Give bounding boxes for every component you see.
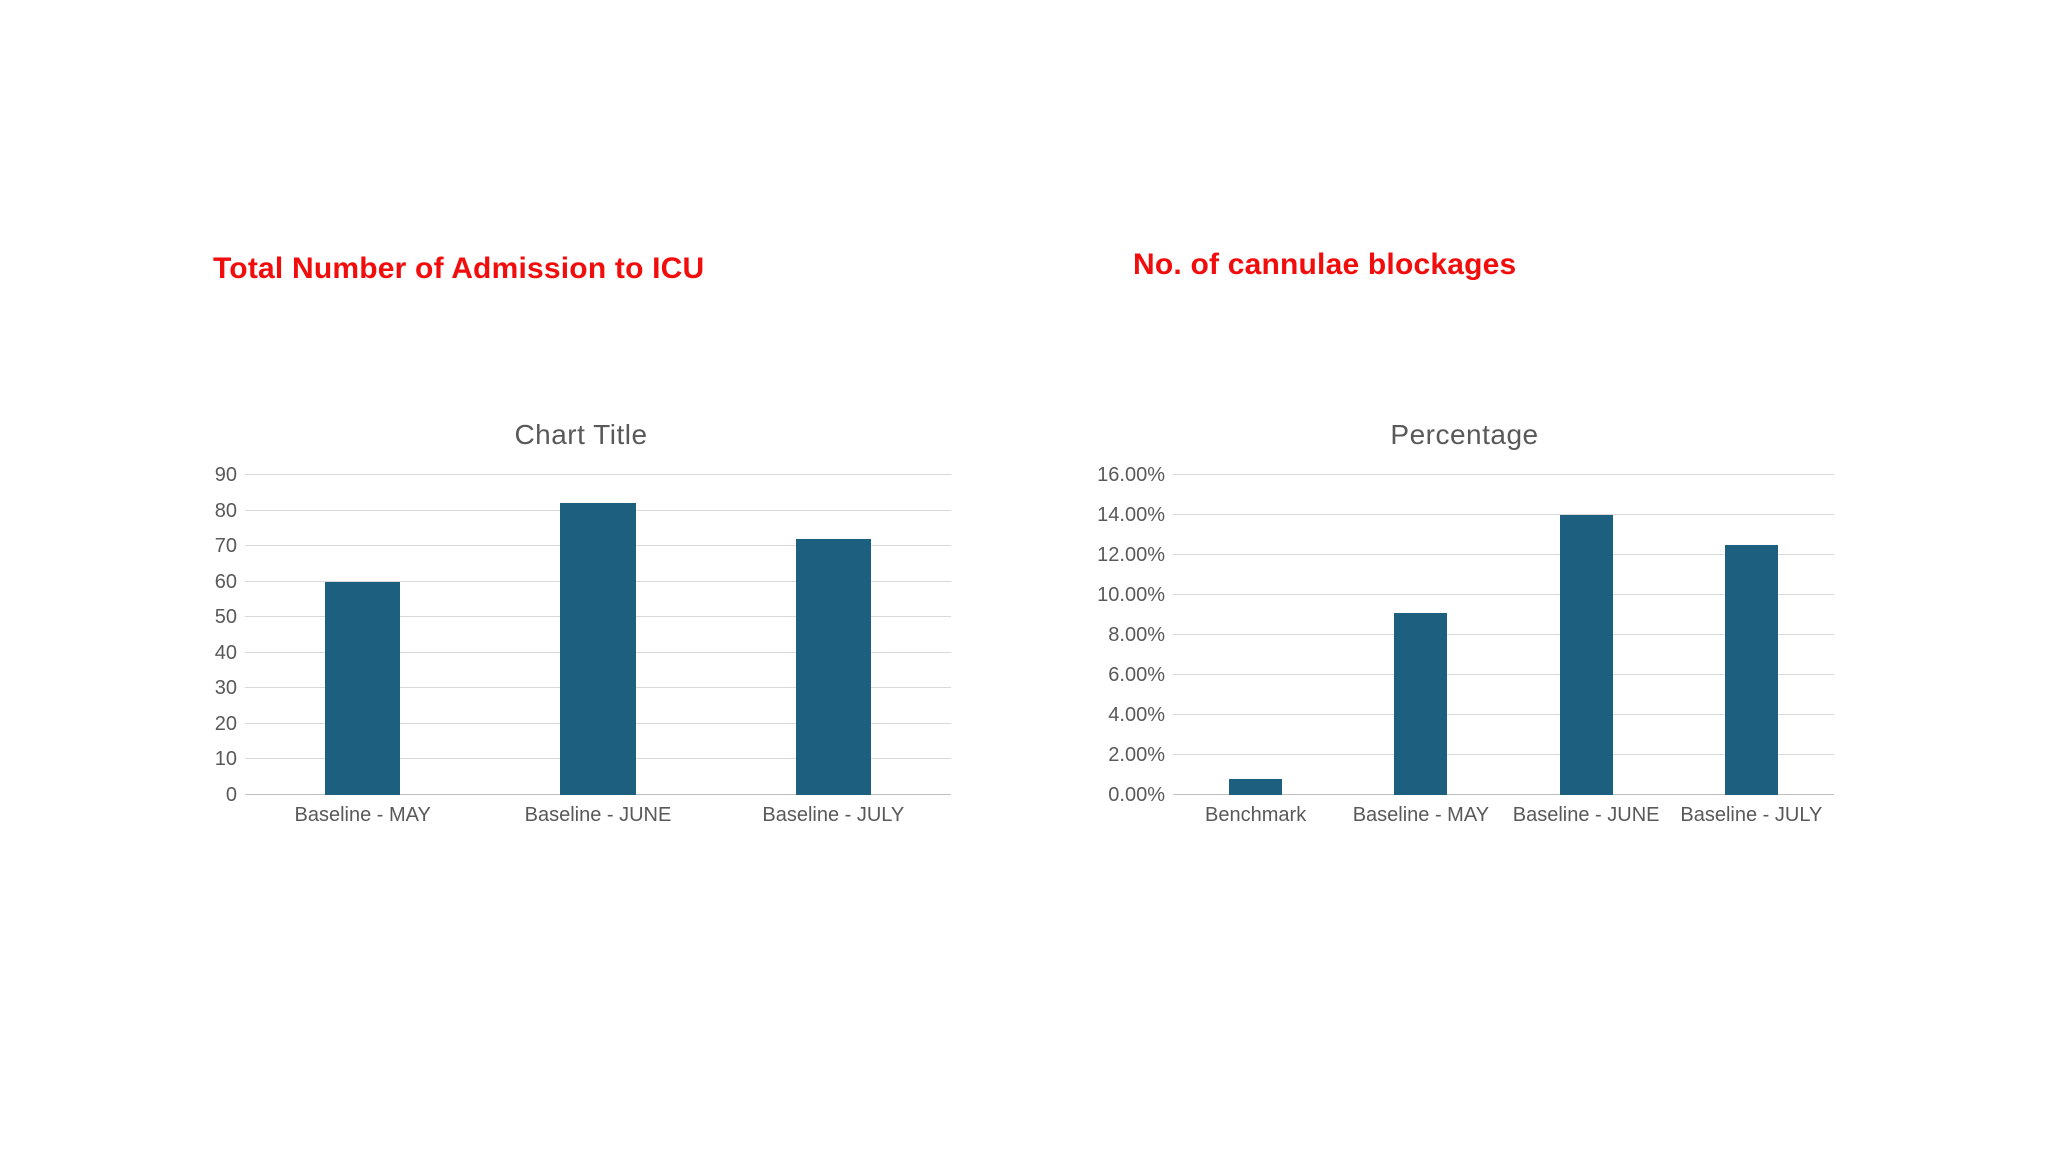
x-axis: Benchmark Baseline - MAY Baseline - JUNE Ba… <box>1173 804 1834 827</box>
x-axis: Baseline - MAY Baseline - JUNE Baseline - … <box>245 804 951 827</box>
chart-title: Percentage <box>1390 419 1539 450</box>
x-category-label: Baseline - JULY <box>1680 804 1823 826</box>
plot-area <box>1173 474 1834 795</box>
x-category-label: Baseline - MAY <box>294 804 431 826</box>
chart-body: 0 10 20 30 40 50 60 70 80 90 <box>211 465 951 805</box>
gridline <box>1173 474 1834 475</box>
y-tick-label: 90 <box>214 464 237 486</box>
y-axis: 0 10 20 30 40 50 60 70 80 90 <box>211 465 245 805</box>
bar-baseline-july <box>795 539 871 795</box>
x-axis-baseline <box>1173 794 1834 795</box>
y-tick-label: 10 <box>214 748 237 771</box>
bar-benchmark <box>1229 779 1283 795</box>
x-category-label: Baseline - JULY <box>762 804 905 826</box>
gridline <box>1173 674 1834 675</box>
y-tick-label: 0 <box>225 784 237 806</box>
icu-admissions-bar-chart: Chart Title 0 10 20 30 40 50 60 70 80 90 Baseline… <box>211 395 951 827</box>
y-tick-label: 70 <box>214 535 237 558</box>
y-tick-label: 2.00% <box>1108 744 1165 766</box>
y-tick-label: 80 <box>214 499 237 522</box>
y-tick-label: 4.00% <box>1108 704 1165 726</box>
gridline <box>1173 634 1834 635</box>
y-tick-label: 6.00% <box>1108 664 1165 686</box>
y-tick-label: 10.00% <box>1097 584 1165 606</box>
y-tick-label: 14.00% <box>1097 504 1165 526</box>
x-category-label: Baseline - MAY <box>1352 804 1490 826</box>
x-category-label: Baseline - JUNE <box>1512 804 1660 826</box>
bar-baseline-june <box>560 503 636 795</box>
y-tick-label: 20 <box>214 712 237 735</box>
chart-title: Chart Title <box>514 419 648 450</box>
right-chart-heading: No. of cannulae blockages <box>1133 248 1517 281</box>
y-tick-label: 50 <box>214 606 237 629</box>
x-category-label: Benchmark <box>1205 804 1307 826</box>
y-tick-label: 8.00% <box>1108 624 1165 646</box>
x-category-label: Baseline - JUNE <box>524 804 672 826</box>
gridline <box>1173 594 1834 595</box>
plot-area <box>245 474 951 795</box>
y-axis: 0.00% 2.00% 4.00% 6.00% 8.00% 10.00% 12.00% 14.… <box>1095 465 1173 805</box>
cannulae-blockages-bar-chart: Percentage 0.00% 2.00% 4.00% 6.00% 8.00% 10.0… <box>1095 395 1834 827</box>
gridline <box>1173 554 1834 555</box>
bar-baseline-may <box>1394 613 1448 795</box>
chart-body: 0.00% 2.00% 4.00% 6.00% 8.00% 10.00% 12.00% 14.… <box>1095 465 1834 805</box>
y-tick-label: 30 <box>214 677 237 700</box>
y-tick-label: 0.00% <box>1108 784 1165 806</box>
gridline <box>245 474 951 475</box>
gridline <box>1173 714 1834 715</box>
y-tick-label: 16.00% <box>1097 464 1165 486</box>
y-tick-label: 40 <box>214 641 237 664</box>
y-tick-label: 12.00% <box>1097 544 1165 566</box>
bar-baseline-may <box>325 581 401 795</box>
bar-baseline-june <box>1559 515 1613 795</box>
gridline <box>1173 754 1834 755</box>
left-chart-heading: Total Number of Admission to ICU <box>213 252 705 285</box>
y-tick-label: 60 <box>214 570 237 593</box>
bar-baseline-july <box>1724 545 1778 795</box>
gridline <box>1173 514 1834 515</box>
